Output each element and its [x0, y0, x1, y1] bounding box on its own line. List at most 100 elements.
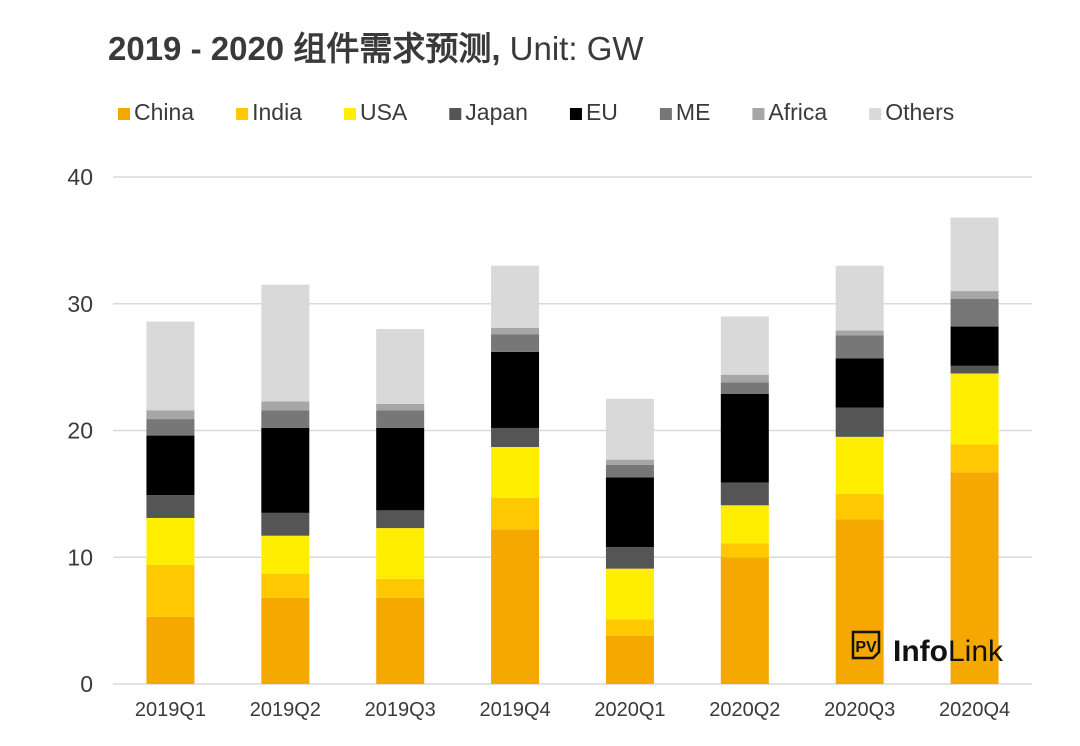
bar-india-2019q3 [376, 578, 425, 598]
bar-india-2019q1 [146, 564, 195, 617]
bar-africa-2019q4 [491, 327, 540, 335]
bar-china-2020q3 [835, 519, 884, 684]
x-tick-label: 2019Q1 [135, 699, 206, 721]
legend-swatch-others [869, 108, 882, 120]
bar-usa-2020q4 [950, 373, 999, 445]
bar-india-2020q3 [835, 493, 884, 520]
bar-japan-2019q4 [491, 427, 540, 447]
legend-swatch-usa [343, 108, 356, 120]
bar-me-2019q4 [491, 334, 540, 352]
bar-china-2019q3 [376, 597, 425, 684]
bar-me-2020q3 [835, 335, 884, 359]
logo-text-info: Info [893, 635, 948, 668]
bar-india-2020q1 [605, 619, 654, 636]
y-tick-label: 40 [67, 164, 93, 190]
bar-china-2019q1 [146, 616, 195, 684]
chart-title-main: 2019 - 2020 组件需求预测, [108, 30, 501, 67]
bar-others-2020q2 [720, 316, 769, 375]
legend-label-others: Others [885, 99, 954, 125]
bar-me-2020q4 [950, 298, 999, 327]
logo-mark-frame [851, 630, 881, 660]
bar-india-2019q2 [261, 573, 310, 598]
bar-china-2019q4 [491, 529, 540, 684]
chart-grid [113, 176, 1032, 685]
legend-label-usa: USA [360, 99, 408, 125]
bar-japan-2020q4 [950, 365, 999, 374]
x-tick-label: 2019Q2 [250, 699, 321, 721]
bar-india-2020q2 [720, 543, 769, 558]
bar-eu-2019q4 [491, 351, 540, 428]
bar-eu-2020q2 [720, 393, 769, 483]
x-tick-label: 2019Q3 [365, 699, 436, 721]
logo-text: InfoLink [893, 635, 1004, 668]
y-tick-label: 20 [67, 418, 93, 444]
chart-title: 2019 - 2020 组件需求预测, Unit: GW [108, 30, 644, 67]
bar-usa-2020q2 [720, 505, 769, 544]
x-tick-label: 2020Q2 [709, 699, 780, 721]
y-axis: 0 10 20 30 40 [67, 164, 93, 697]
bar-japan-2019q3 [376, 510, 425, 529]
logo-text-link: Link [948, 635, 1004, 668]
bar-me-2019q1 [146, 419, 195, 436]
x-tick-label: 2020Q4 [939, 699, 1010, 721]
bar-eu-2019q3 [376, 427, 425, 511]
bar-usa-2019q4 [491, 446, 540, 498]
bar-others-2020q1 [605, 398, 654, 460]
legend-swatch-japan [449, 108, 462, 120]
bar-africa-2019q3 [376, 403, 425, 411]
bar-me-2020q2 [720, 382, 769, 394]
bar-others-2019q3 [376, 329, 425, 404]
bar-africa-2019q2 [261, 401, 310, 411]
legend-swatch-eu [569, 108, 582, 120]
legend-label-china: China [134, 99, 194, 125]
bar-africa-2020q1 [605, 459, 654, 465]
legend-label-eu: EU [586, 99, 618, 125]
infolink-logo: PV InfoLink [851, 630, 1004, 668]
legend-swatch-china [118, 108, 130, 120]
y-tick-label: 10 [67, 544, 93, 570]
bar-india-2019q4 [491, 497, 540, 530]
bar-eu-2020q4 [950, 326, 999, 366]
bar-eu-2019q1 [146, 435, 195, 496]
bar-usa-2019q2 [261, 535, 310, 574]
x-tick-label: 2020Q1 [594, 699, 665, 721]
bar-usa-2020q1 [605, 568, 654, 620]
bar-india-2020q4 [950, 444, 999, 473]
bar-china-2020q1 [605, 635, 654, 684]
bar-eu-2020q1 [605, 477, 654, 548]
logo-mark: PV [855, 639, 877, 656]
bar-others-2020q4 [950, 217, 999, 292]
bar-others-2019q1 [146, 321, 195, 411]
legend-label-africa: Africa [768, 99, 827, 125]
bar-japan-2019q1 [146, 495, 195, 518]
chart-legend: China India USA Japan EU ME Africa Others [118, 99, 954, 125]
x-tick-label: 2019Q4 [479, 699, 550, 721]
chart-bars [146, 217, 999, 684]
y-tick-label: 0 [80, 671, 93, 697]
bar-others-2019q2 [261, 284, 310, 402]
y-tick-label: 30 [67, 291, 93, 317]
bar-me-2019q2 [261, 410, 310, 428]
bar-china-2019q2 [261, 597, 310, 684]
legend-label-me: ME [676, 99, 711, 125]
bar-japan-2020q1 [605, 547, 654, 569]
bar-others-2019q4 [491, 265, 540, 328]
bar-africa-2019q1 [146, 410, 195, 420]
bar-eu-2020q3 [835, 358, 884, 408]
legend-swatch-me [659, 108, 672, 120]
bar-japan-2019q2 [261, 512, 310, 536]
bar-eu-2019q2 [261, 427, 310, 513]
bar-africa-2020q2 [720, 374, 769, 383]
bar-usa-2019q1 [146, 517, 195, 565]
legend-swatch-india [236, 108, 249, 120]
bar-usa-2020q3 [835, 436, 884, 494]
legend-label-japan: Japan [465, 99, 528, 125]
bar-china-2020q4 [950, 472, 999, 684]
bar-africa-2020q4 [950, 291, 999, 299]
bar-usa-2019q3 [376, 528, 425, 579]
bar-japan-2020q2 [720, 482, 769, 506]
bar-africa-2020q3 [835, 330, 884, 336]
bar-others-2020q3 [835, 265, 884, 331]
x-tick-label: 2020Q3 [824, 699, 895, 721]
